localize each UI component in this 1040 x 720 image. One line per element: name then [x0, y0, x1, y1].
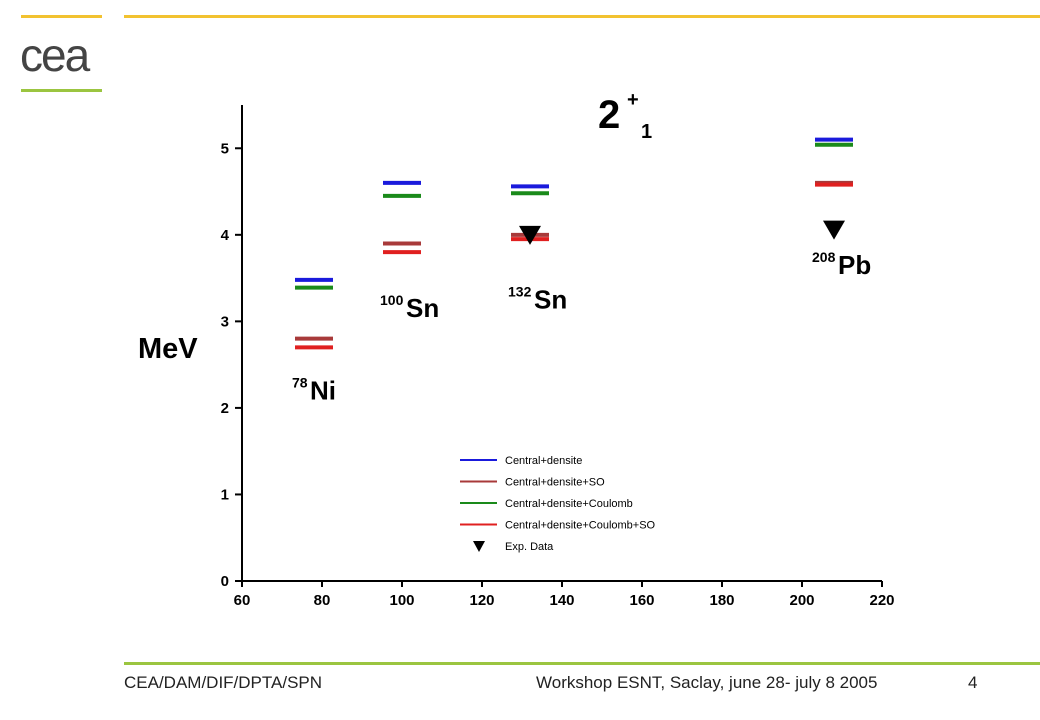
page-number: 4: [968, 673, 978, 692]
nucleus-mass-number: 132: [508, 283, 532, 299]
chart-legend: Central+densite Central+densite+SO Central…: [460, 455, 656, 553]
exp-data-point: [519, 225, 541, 245]
logo-bottom-line: [21, 89, 102, 92]
y-axis-label: MeV: [138, 333, 198, 365]
x-tick-label: 200: [789, 592, 814, 609]
x-tick-label: 180: [709, 592, 734, 609]
x-tick-label: 60: [234, 592, 251, 609]
nucleus-mass-number: 208: [812, 249, 836, 265]
chart-axes: 60 80 100 120 140 160 180 200 220 0 1 2 3 4 5: [221, 105, 895, 609]
y-tick-label: 4: [221, 227, 230, 244]
exp-data-point: [823, 220, 845, 240]
y-tick-label: 3: [221, 313, 229, 330]
footer-rule: [124, 662, 1040, 665]
x-tick-label: 160: [629, 592, 654, 609]
x-tick-label: 120: [469, 592, 494, 609]
x-tick-label: 80: [314, 592, 331, 609]
y-tick-label: 5: [221, 140, 229, 157]
legend-swatch: [473, 541, 485, 552]
nucleus-element-symbol: Ni: [310, 375, 336, 405]
y-tick-label: 0: [221, 573, 229, 590]
legend-label: Central+densite+SO: [505, 477, 605, 489]
cea-logo: cea: [20, 29, 90, 81]
footer-event: Workshop ESNT, Saclay, june 28- july 8 2…: [536, 673, 878, 692]
chart-marks: [295, 137, 853, 350]
chart-title-sup: +: [627, 89, 639, 111]
legend-label: Central+densite: [505, 455, 582, 467]
nucleus-element-symbol: Pb: [838, 250, 871, 280]
y-tick-label: 2: [221, 400, 229, 417]
x-tick-label: 140: [549, 592, 574, 609]
nucleus-element-symbol: Sn: [406, 293, 439, 323]
header-rule: [124, 15, 1040, 18]
logo-top-line: [21, 15, 102, 18]
x-tick-label: 220: [869, 592, 894, 609]
legend-label: Central+densite+Coulomb: [505, 498, 633, 510]
chart-title-main: 2: [598, 93, 620, 137]
legend-label: Central+densite+Coulomb+SO: [505, 520, 656, 532]
y-tick-label: 1: [221, 486, 229, 503]
nucleus-mass-number: 100: [380, 292, 404, 308]
nucleus-mass-number: 78: [292, 374, 308, 390]
x-tick-label: 100: [389, 592, 414, 609]
nucleus-element-symbol: Sn: [534, 284, 567, 314]
legend-label: Exp. Data: [505, 541, 554, 553]
footer-organization: CEA/DAM/DIF/DPTA/SPN: [124, 673, 323, 692]
chart-title-sub: 1: [641, 121, 652, 143]
